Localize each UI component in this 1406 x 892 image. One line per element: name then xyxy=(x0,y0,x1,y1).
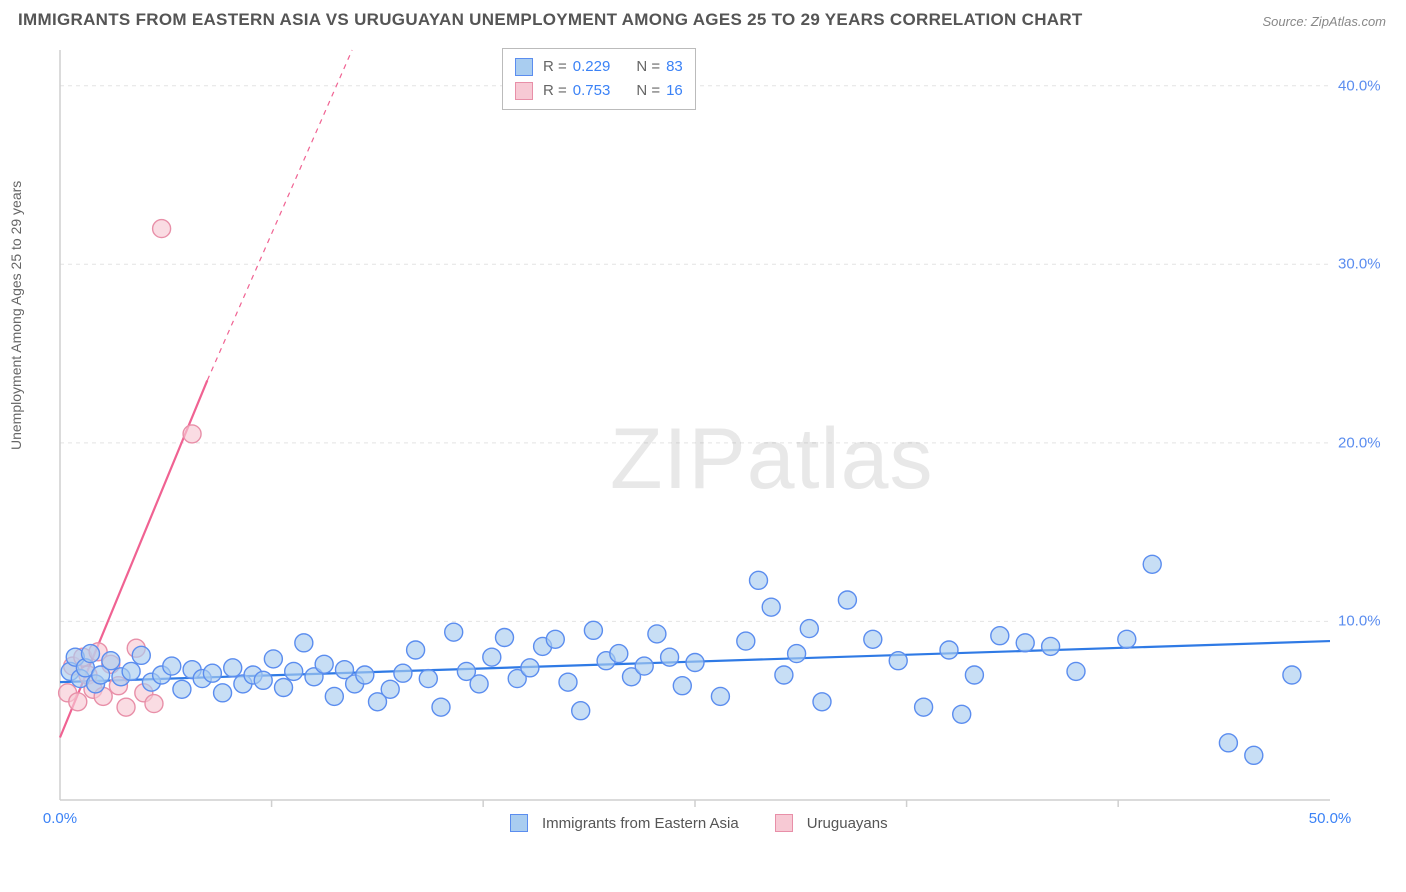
r-value: 0.753 xyxy=(573,79,611,103)
chart-svg xyxy=(50,40,1390,830)
legend-row-pink: R =0.753 N =16 xyxy=(515,79,683,103)
y-tick-label: 10.0% xyxy=(1338,613,1381,630)
y-tick-label: 40.0% xyxy=(1338,77,1381,94)
y-axis-label: Unemployment Among Ages 25 to 29 years xyxy=(8,181,24,450)
legend-swatch xyxy=(510,814,528,832)
legend-swatch xyxy=(515,82,533,100)
correlation-legend: R =0.229 N =83 R =0.753 N =16 xyxy=(502,48,696,110)
x-tick-label: 50.0% xyxy=(1309,810,1352,827)
plot-area: 0.0%50.0%10.0%20.0%30.0%40.0% ZIPatlas R… xyxy=(50,40,1390,830)
n-value: 16 xyxy=(666,79,683,103)
y-tick-label: 20.0% xyxy=(1338,434,1381,451)
n-label: N = xyxy=(636,79,660,103)
legend-swatch xyxy=(775,814,793,832)
r-label: R = xyxy=(543,79,567,103)
r-value: 0.229 xyxy=(573,55,611,79)
legend-swatch xyxy=(515,58,533,76)
n-value: 83 xyxy=(666,55,683,79)
x-tick-label: 0.0% xyxy=(43,810,77,827)
n-label: N = xyxy=(636,55,660,79)
chart-title: IMMIGRANTS FROM EASTERN ASIA VS URUGUAYA… xyxy=(18,10,1083,30)
legend-label-blue: Immigrants from Eastern Asia xyxy=(542,815,739,832)
legend-row-blue: R =0.229 N =83 xyxy=(515,55,683,79)
r-label: R = xyxy=(543,55,567,79)
legend-label-pink: Uruguayans xyxy=(807,815,888,832)
source-label: Source: ZipAtlas.com xyxy=(1262,14,1386,29)
y-tick-label: 30.0% xyxy=(1338,256,1381,273)
series-legend: Immigrants from Eastern Asia Uruguayans xyxy=(510,814,914,832)
